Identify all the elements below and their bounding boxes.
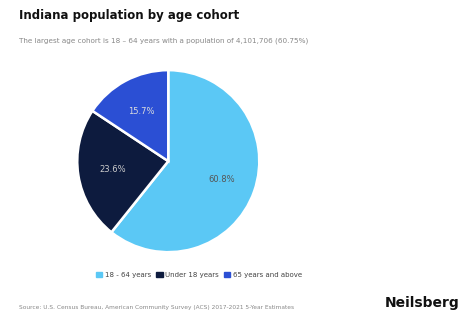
Text: Neilsberg: Neilsberg — [385, 296, 460, 310]
Wedge shape — [111, 70, 259, 252]
Text: 15.7%: 15.7% — [128, 107, 155, 116]
Text: 60.8%: 60.8% — [208, 175, 235, 184]
Wedge shape — [77, 111, 168, 232]
Text: Indiana population by age cohort: Indiana population by age cohort — [19, 9, 239, 22]
Text: Source: U.S. Census Bureau, American Community Survey (ACS) 2017-2021 5-Year Est: Source: U.S. Census Bureau, American Com… — [19, 305, 294, 310]
Legend: 18 - 64 years, Under 18 years, 65 years and above: 18 - 64 years, Under 18 years, 65 years … — [93, 269, 305, 281]
Text: The largest age cohort is 18 – 64 years with a population of 4,101,706 (60.75%): The largest age cohort is 18 – 64 years … — [19, 38, 308, 45]
Text: 23.6%: 23.6% — [99, 165, 126, 174]
Wedge shape — [92, 70, 168, 161]
